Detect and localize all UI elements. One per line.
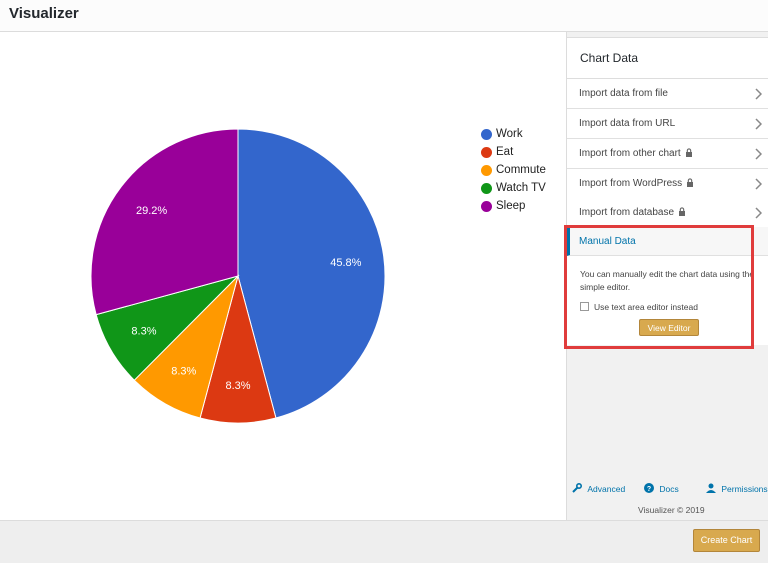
lock-icon (685, 148, 692, 157)
text-area-editor-checkbox[interactable] (580, 302, 589, 311)
import-other-chart-item[interactable]: Import from other chart (567, 139, 768, 169)
legend-swatch (481, 129, 492, 140)
docs-link[interactable]: ? Docs (644, 483, 679, 494)
legend-label: Commute (496, 164, 546, 176)
docs-label: Docs (659, 484, 679, 494)
app-title: Visualizer (9, 5, 79, 22)
lock-icon (687, 178, 694, 187)
create-chart-button[interactable]: Create Chart (693, 529, 760, 552)
legend-label: Sleep (496, 200, 526, 212)
panel-title: Chart Data (580, 51, 639, 65)
copyright-text: Visualizer © 2019 (638, 505, 705, 515)
manual-data-title: Manual Data (579, 236, 636, 247)
advanced-link[interactable]: Advanced (572, 482, 626, 494)
pie-label-sleep: 29.2% (136, 205, 167, 217)
user-icon (706, 483, 716, 493)
svg-text:?: ? (647, 486, 651, 493)
import-file-item[interactable]: Import data from file (567, 79, 768, 109)
legend-label: Work (496, 128, 523, 140)
chevron-right-icon (755, 207, 762, 219)
pie-label-work: 45.8% (330, 257, 361, 269)
legend-label: Watch TV (496, 182, 546, 194)
chart-canvas: 45.8% 8.3% 8.3% 8.3% 29.2% (0, 32, 567, 520)
legend-swatch (481, 165, 492, 176)
help-icon: ? (644, 483, 654, 493)
pie-slice-sleep[interactable] (90, 128, 239, 316)
pie-label-watch-tv: 8.3% (131, 326, 156, 338)
pie-slice-work[interactable] (237, 128, 386, 419)
highlight-box (564, 225, 754, 349)
pie-label-commute: 8.3% (171, 365, 196, 377)
text-area-editor-label: Use text area editor instead (594, 302, 698, 312)
permissions-label: Permissions (721, 484, 768, 494)
import-other-chart-label: Import from other chart (579, 148, 681, 159)
manual-data-header[interactable]: Manual Data (567, 227, 768, 256)
manual-data-description: You can manually edit the chart data usi… (580, 269, 755, 292)
import-database-item[interactable]: Import from database (567, 198, 768, 228)
legend-swatch (481, 183, 492, 194)
import-url-label: Import data from URL (579, 118, 676, 129)
chevron-right-icon (755, 118, 762, 130)
wrench-icon (572, 482, 583, 493)
import-wordpress-item[interactable]: Import from WordPress (567, 169, 768, 199)
top-bar: Visualizer (0, 0, 768, 32)
chevron-right-icon (755, 178, 762, 190)
legend-swatch (481, 201, 492, 212)
import-database-label: Import from database (579, 207, 675, 218)
permissions-link[interactable]: Permissions (706, 483, 768, 494)
sidebar: Chart Data Import data from file Import … (567, 32, 768, 520)
lock-icon (679, 207, 686, 216)
import-file-label: Import data from file (579, 88, 668, 99)
chevron-right-icon (755, 148, 762, 160)
view-editor-button[interactable]: View Editor (639, 319, 699, 336)
import-url-item[interactable]: Import data from URL (567, 109, 768, 139)
legend-swatch (481, 147, 492, 158)
pie-chart: 45.8% 8.3% 8.3% 8.3% 29.2% (90, 128, 386, 424)
chart-data-panel-header[interactable]: Chart Data (567, 37, 768, 79)
import-wordpress-label: Import from WordPress (579, 178, 683, 189)
legend-label: Eat (496, 146, 514, 158)
chevron-right-icon (755, 88, 762, 100)
manual-data-section: Manual Data You can manually edit the ch… (567, 227, 768, 345)
bottom-bar (0, 520, 768, 563)
pie-label-eat: 8.3% (225, 380, 250, 392)
advanced-label: Advanced (587, 484, 626, 494)
